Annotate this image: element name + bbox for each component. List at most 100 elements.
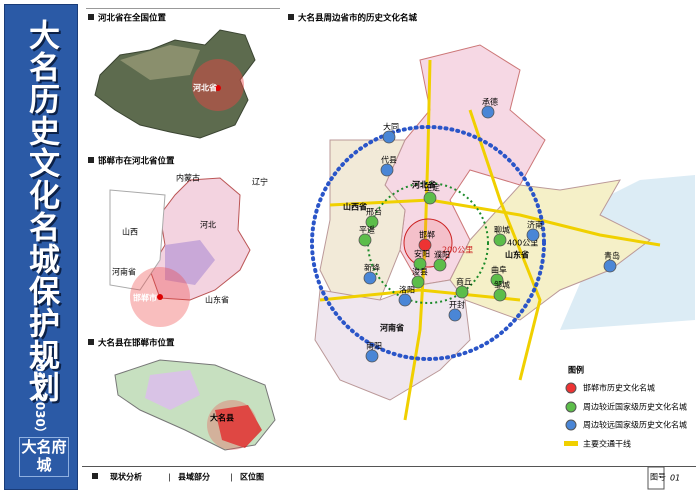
period: （2012-2030）: [33, 343, 47, 439]
map-label: 邯郸市: [133, 293, 157, 303]
city-marker: [603, 259, 617, 273]
city-label: 南阳: [366, 341, 382, 351]
side-panel: 大名历史文化名城保护规划 （2012-2030） 大名府城: [4, 4, 78, 490]
city-marker: [493, 233, 507, 247]
city-label: 商丘: [456, 277, 472, 287]
region-label: 山东省: [505, 250, 529, 260]
legend-marker: [564, 441, 578, 446]
city-marker: [365, 349, 379, 363]
bullet: [88, 157, 94, 163]
legend-label: 主要交通干线: [583, 439, 631, 449]
legend-marker: [565, 401, 577, 413]
city-label: 青岛: [604, 251, 620, 261]
city-marker: [423, 191, 437, 205]
region-label: 山西省: [343, 202, 367, 212]
panel-title: 大名县在邯郸市位置: [98, 338, 175, 349]
city-marker: [490, 273, 504, 287]
city-label: 曲阜: [491, 265, 507, 275]
range-400km: [310, 125, 546, 361]
road: [329, 198, 661, 247]
panel-title: 大名县周边省市的历史文化名城: [298, 13, 418, 24]
logo: 大名府城: [19, 437, 69, 477]
sheet-label: 图号: [650, 473, 666, 482]
legend-marker: [565, 382, 577, 394]
sheet-box: [647, 466, 665, 490]
city-label: 聊城: [494, 226, 510, 235]
daming-county: [215, 405, 262, 448]
map-label: 辽宁: [252, 177, 268, 187]
footer-item: 区位图: [240, 472, 264, 482]
city-label: 邹城: [494, 280, 510, 290]
bullet: [88, 339, 94, 345]
hebei-dot: [215, 85, 221, 91]
map-label: 河南省: [112, 267, 136, 277]
map-label: 河北: [200, 220, 216, 230]
map-label: 大名县: [210, 413, 234, 423]
map-label: 山西: [122, 227, 138, 237]
city-marker: [433, 258, 447, 272]
city-label: 新绛: [364, 263, 380, 273]
city-label: 大同: [383, 122, 399, 132]
map-label: 河北省: [193, 83, 217, 93]
city-label: 浚县: [412, 267, 428, 277]
city-label: 开封: [449, 300, 465, 310]
map-label: 内蒙古: [176, 173, 200, 183]
distance-label: 200公里: [442, 246, 473, 255]
city-label: 平遥: [359, 225, 375, 235]
legend-title: 图例: [568, 365, 584, 375]
city-marker: [493, 288, 507, 302]
panel-title: 邯郸市在河北省位置: [98, 156, 175, 167]
main-title: 大名历史文化名城保护规划: [23, 19, 59, 403]
bullet: [88, 14, 94, 20]
divider: [82, 466, 696, 467]
neighbor: [109, 189, 166, 291]
separator: |: [168, 473, 171, 482]
city-marker: [398, 293, 412, 307]
city-label: 承德: [482, 97, 498, 107]
road: [319, 288, 521, 302]
city-marker: [481, 105, 495, 119]
divider: [86, 8, 280, 9]
legend-label: 周边较远国家级历史文化名城: [583, 420, 687, 430]
city-marker: [418, 238, 432, 252]
city-label: 洛阳: [399, 285, 415, 295]
prefectures: [165, 240, 215, 285]
road: [468, 109, 542, 381]
bullet: [288, 14, 294, 20]
city-label: 正定: [424, 183, 440, 193]
handan-dot: [157, 294, 163, 300]
city-marker: [413, 257, 427, 271]
city-label: 邯郸: [419, 230, 435, 240]
range-200km: [367, 182, 489, 304]
city-marker: [380, 163, 394, 177]
legend-marker: [565, 419, 577, 431]
city-marker: [358, 233, 372, 247]
county: [145, 370, 200, 410]
region-label: 河北省: [412, 180, 436, 190]
legend-label: 周边较近国家级历史文化名城: [583, 402, 687, 412]
shanxi-region: [319, 139, 406, 311]
separator: |: [230, 473, 233, 482]
city-label: 济南: [527, 220, 543, 230]
sheet-number: 01: [670, 474, 680, 483]
bullet: [92, 473, 98, 479]
city-marker: [448, 308, 462, 322]
city-marker: [411, 275, 425, 289]
city-label: 安阳: [414, 249, 430, 259]
city-marker: [365, 215, 379, 229]
city-marker: [363, 271, 377, 285]
region-label: 河南省: [380, 323, 404, 333]
city-marker: [526, 228, 540, 242]
footer-item: 县域部分: [178, 472, 210, 482]
map-label: 山东省: [205, 295, 229, 305]
terrain: [120, 45, 200, 80]
city-marker: [382, 130, 396, 144]
panel-title: 河北省在全国位置: [98, 13, 167, 24]
distance-label: 400公里: [507, 239, 538, 248]
city-marker: [455, 285, 469, 299]
city-label: 濮阳: [434, 250, 450, 260]
footer-item: 现状分析: [110, 472, 142, 482]
